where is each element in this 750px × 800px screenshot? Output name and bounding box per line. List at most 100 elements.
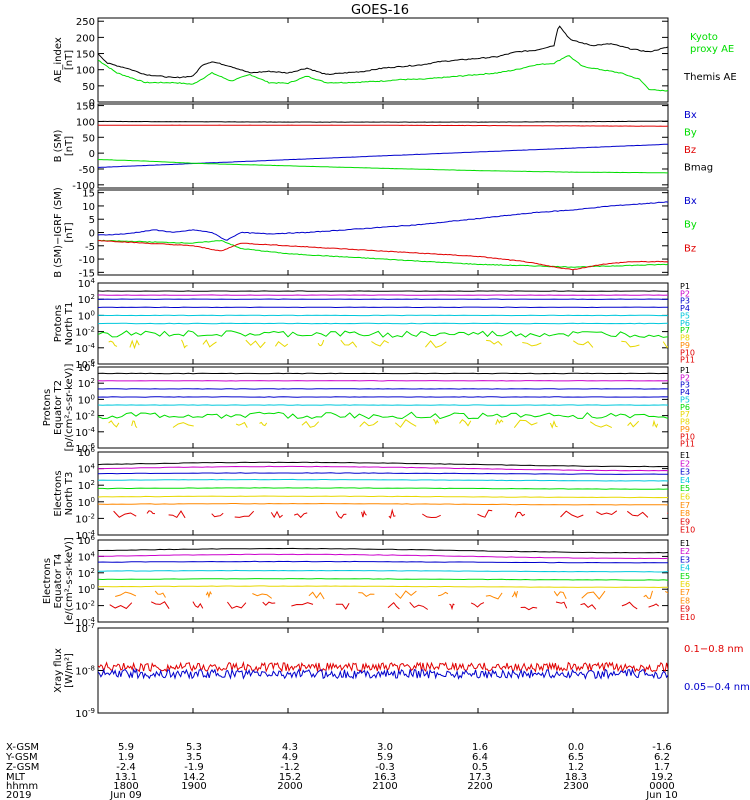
footer-value: 0000 — [649, 781, 674, 792]
footer-value: 5.9 — [377, 752, 393, 763]
legend-entry: E2 — [680, 547, 690, 556]
y-tick-label: 50 — [82, 133, 95, 144]
plot-area — [98, 290, 668, 350]
footer-value: 5.9 — [118, 742, 134, 753]
panel-frame — [97, 451, 669, 536]
legend-entry: E4 — [680, 564, 690, 573]
footer-value: 6.2 — [654, 752, 670, 763]
series-segment — [340, 339, 358, 348]
legend-entry: P4 — [680, 304, 690, 313]
legend-entry-kyoto: Kyoto — [690, 32, 718, 43]
legend-entry: E8 — [680, 596, 690, 605]
y-axis-label: Electrons — [53, 470, 64, 516]
series-segment — [234, 510, 255, 518]
legend-entry: E3 — [680, 468, 690, 477]
footer-value: -2.4 — [116, 762, 136, 773]
series-segment — [573, 340, 594, 348]
panel-protons-t1: 10-6 10-4 10-2 100 102 104 Protons North T1 P1P2… — [53, 277, 695, 371]
y-tick-label: 100 — [78, 583, 95, 596]
series-segment — [495, 418, 504, 425]
series-segment — [301, 420, 320, 428]
series-segment — [581, 590, 606, 600]
series-segment — [485, 592, 503, 600]
y-tick-label: 10 — [82, 202, 95, 213]
footer-value: 19.2 — [651, 772, 673, 783]
legend: Bx By Bz — [684, 196, 697, 254]
series-line — [98, 239, 668, 268]
series-line — [98, 569, 668, 573]
panel-electrons-t4: 10-4 10-2 100 102 104 106 Electrons Equator T4[… — [42, 534, 695, 629]
series-segment — [652, 419, 659, 429]
y-tick-label: 10-8 — [75, 665, 95, 678]
series-segment — [621, 601, 638, 610]
legend-entry: E3 — [680, 555, 690, 564]
panel-protons-t2: 10-6 10-4 10-2 100 102 104 Protons Equator T2 [p… — [42, 361, 695, 455]
series-segment — [113, 510, 137, 518]
series-segment — [621, 340, 640, 348]
footer-value: -1.9 — [184, 762, 204, 773]
y-tick-label: 200 — [76, 33, 95, 44]
panel-frame — [97, 627, 669, 714]
legend-entry: P7 — [680, 410, 690, 419]
legend-entry: P4 — [680, 388, 690, 397]
plot-area — [98, 547, 668, 611]
series-segment — [205, 590, 212, 599]
footer-value: Jun 10 — [645, 790, 678, 800]
footer-value: 14.2 — [183, 772, 205, 783]
y-tick-label: 10-4 — [75, 529, 95, 542]
series-segment — [371, 339, 389, 347]
series-line — [98, 55, 668, 92]
legend-entry: E1 — [680, 539, 690, 548]
series-segment — [662, 341, 668, 349]
footer-value: 1900 — [181, 781, 206, 792]
y-tick-label: 0 — [89, 98, 95, 109]
series-line — [98, 478, 668, 482]
legend-entry: P10 — [680, 348, 695, 357]
y-axis-label: B (SM) — [53, 129, 64, 162]
series-segment — [317, 339, 325, 347]
series-line — [98, 502, 668, 506]
series-segment — [129, 339, 140, 350]
legend-entry: E9 — [680, 517, 690, 526]
plot-area — [98, 25, 668, 92]
footer-value: 1.7 — [654, 762, 670, 773]
series-segment — [486, 339, 503, 346]
series-line — [98, 143, 668, 168]
series-segment — [394, 419, 417, 428]
footer-value: -1.2 — [280, 762, 300, 773]
y-tick-label: 100 — [78, 393, 95, 406]
y-axis-label: North T1 — [64, 302, 75, 346]
legend-entry: E2 — [680, 459, 690, 468]
legend-entry: Bx — [684, 196, 697, 207]
y-tick-label: 100 — [78, 309, 95, 322]
legend-entry: P1 — [680, 366, 690, 375]
series-segment — [146, 510, 156, 515]
footer-row-label: 2019 — [6, 790, 31, 800]
footer-value: 1800 — [113, 781, 138, 792]
legend-entry: P11 — [680, 440, 695, 449]
y-tick-label: 100 — [76, 117, 95, 128]
series-line — [98, 560, 668, 564]
series-segment — [108, 340, 118, 347]
legend-entry: P10 — [680, 432, 695, 441]
series-segment — [115, 591, 137, 597]
footer-value: 13.1 — [115, 772, 137, 783]
series-segment — [409, 601, 428, 610]
footer-value: 0.0 — [568, 742, 584, 753]
legend-entry: E6 — [680, 493, 690, 502]
y-tick-label: 50 — [82, 82, 95, 93]
y-tick-label: 250 — [76, 17, 95, 28]
series-segment — [425, 340, 447, 348]
legend-entry: P11 — [680, 356, 695, 365]
series-segment — [626, 510, 649, 518]
panel-frame — [97, 103, 669, 189]
footer-value: 15.2 — [279, 772, 301, 783]
series-segment — [291, 602, 314, 607]
footer-value: 17.3 — [469, 772, 491, 783]
footer-value: 4.9 — [282, 752, 298, 763]
legend-entry: E7 — [680, 501, 690, 510]
legend-entry: By — [684, 220, 697, 231]
series-segment — [109, 602, 133, 610]
